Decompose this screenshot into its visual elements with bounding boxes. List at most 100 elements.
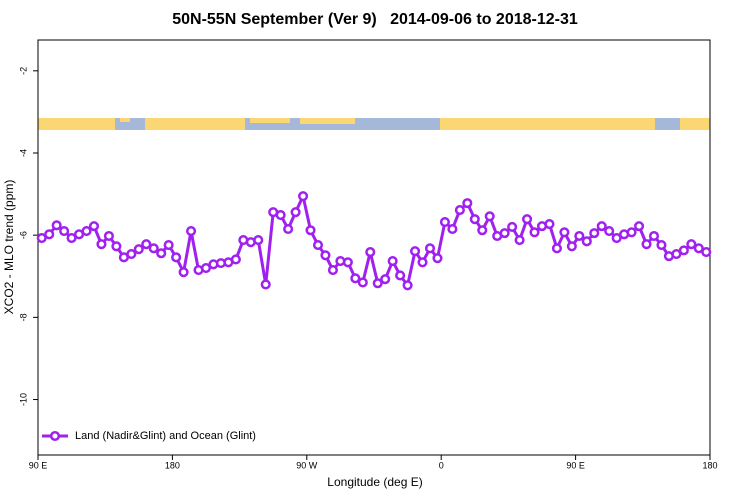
- data-point: [305, 225, 316, 236]
- data-point: [230, 254, 241, 265]
- legend-label: Land (Nadir&Glint) and Ocean (Glint): [75, 430, 256, 442]
- land-strip: [38, 118, 115, 130]
- data-point: [671, 249, 682, 260]
- data-point: [529, 227, 540, 238]
- data-point: [462, 198, 473, 209]
- data-point: [566, 241, 577, 252]
- data-point: [380, 274, 391, 285]
- data-point: [88, 221, 100, 232]
- data-point: [574, 230, 585, 242]
- data-point: [544, 219, 555, 230]
- data-point: [312, 239, 324, 251]
- data-point: [469, 214, 480, 225]
- data-point: [126, 249, 137, 260]
- data-point: [454, 205, 465, 216]
- data-point: [424, 243, 436, 254]
- data-point: [626, 227, 637, 238]
- data-point: [342, 257, 353, 268]
- data-point: [402, 280, 413, 291]
- data-point: [141, 239, 152, 250]
- data-point: [611, 232, 622, 244]
- data-point: [163, 239, 174, 251]
- data-point: [656, 239, 667, 251]
- data-point: [200, 262, 212, 274]
- land-strip: [250, 118, 290, 123]
- y-tick-label: -4: [18, 149, 28, 157]
- data-point: [156, 248, 167, 259]
- series-line: [41, 191, 707, 289]
- data-point: [290, 207, 301, 218]
- data-point: [51, 220, 62, 231]
- data-point: [477, 225, 488, 236]
- data-point: [365, 246, 376, 258]
- y-tick-label: -2: [18, 67, 28, 75]
- data-point: [81, 226, 92, 237]
- x-axis-title: Longitude (deg E): [327, 475, 422, 489]
- data-point: [522, 214, 533, 225]
- data-point: [171, 252, 182, 263]
- data-point: [551, 243, 562, 254]
- data-point: [596, 221, 607, 232]
- y-axis-title: XCO2 - MLO trend (ppm): [2, 180, 16, 315]
- data-point: [432, 253, 443, 264]
- data-point: [186, 226, 197, 237]
- data-point: [693, 243, 704, 254]
- data-point: [275, 209, 286, 221]
- data-point: [350, 273, 361, 284]
- data-point: [701, 246, 712, 258]
- data-point: [604, 226, 615, 237]
- land-ocean-strip: [38, 118, 710, 130]
- data-point: [648, 230, 660, 242]
- y-tick-label: -8: [18, 313, 28, 321]
- data-point: [559, 227, 570, 238]
- x-tick-label: 0: [439, 460, 444, 470]
- data-point: [298, 191, 309, 202]
- land-strip: [145, 118, 245, 130]
- land-strip: [300, 118, 355, 124]
- data-point: [283, 223, 294, 235]
- data-point: [439, 216, 450, 228]
- data-point: [410, 246, 421, 257]
- data-point: [178, 267, 189, 278]
- x-tick-label: 90 E: [566, 460, 585, 470]
- data-point: [103, 230, 114, 242]
- data-point: [417, 257, 428, 268]
- land-strip: [120, 118, 130, 122]
- land-strip: [680, 118, 710, 130]
- data-point: [320, 250, 331, 261]
- y-tick-label: -6: [18, 231, 28, 239]
- data-point: [372, 278, 383, 289]
- data-point: [507, 221, 518, 233]
- data-point: [447, 223, 458, 235]
- data-point: [253, 235, 264, 246]
- data-point: [678, 245, 689, 256]
- data-point: [148, 243, 159, 254]
- legend-marker: [49, 430, 61, 442]
- data-point: [260, 279, 271, 290]
- data-point: [59, 226, 70, 237]
- data-point: [641, 239, 652, 250]
- x-tick-label: 90 E: [29, 460, 48, 470]
- data-point: [634, 221, 645, 232]
- data-point: [357, 277, 368, 288]
- data-point: [44, 229, 55, 240]
- data-point: [66, 232, 77, 244]
- data-point: [395, 270, 406, 281]
- land-strip: [440, 118, 655, 130]
- data-point: [111, 241, 122, 252]
- data-point: [133, 244, 144, 255]
- plot-frame: [37, 39, 711, 456]
- data-point: [499, 228, 510, 239]
- data-point: [484, 211, 495, 222]
- data-point: [514, 235, 525, 246]
- x-tick-label: 180: [165, 460, 180, 470]
- data-point: [589, 228, 600, 239]
- data-point: [96, 239, 107, 250]
- x-tick-label: 180: [702, 460, 717, 470]
- x-tick-label: 90 W: [296, 460, 318, 470]
- data-point: [581, 236, 592, 247]
- data-point: [36, 232, 47, 244]
- y-tick-label: -10: [18, 393, 28, 406]
- chart-title: 50N-55N September (Ver 9) 2014-09-06 to …: [172, 11, 578, 28]
